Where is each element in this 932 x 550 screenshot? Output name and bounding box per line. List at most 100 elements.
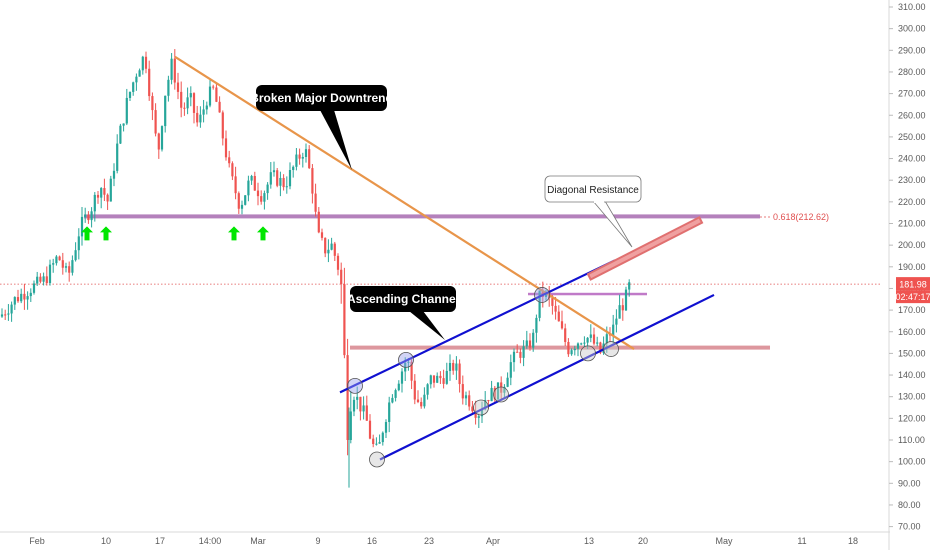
candle-body [340, 269, 343, 285]
candle-body [148, 68, 151, 97]
candle-body [352, 399, 356, 412]
candle-body [221, 112, 224, 139]
candle-body [154, 110, 157, 134]
y-tick-label: 160.00 [898, 327, 926, 337]
candle-body [324, 237, 327, 254]
candle-body [599, 342, 602, 353]
candle-body [397, 383, 400, 391]
y-tick-label: 120.00 [898, 413, 926, 423]
x-tick-label: 14:00 [199, 536, 222, 546]
candle-body [240, 204, 244, 209]
candle-body [394, 390, 397, 398]
candle-body [567, 341, 570, 355]
candle-body [180, 91, 183, 108]
candle-body [589, 334, 592, 338]
candle-body [509, 362, 512, 378]
candle-body [480, 409, 484, 417]
candle-body [541, 290, 544, 297]
candle-body [423, 394, 426, 407]
candle-body [525, 340, 528, 347]
candle-body [52, 263, 55, 265]
candle-body [493, 387, 496, 400]
x-tick-label: 23 [424, 536, 434, 546]
candle-body [64, 266, 68, 268]
candle-body [272, 170, 276, 173]
candle-body [77, 236, 80, 251]
candle-body [48, 264, 52, 284]
current-price-tag: 181.98 02:47:17 [895, 277, 931, 304]
candle-body [208, 86, 212, 106]
callout-pointer [592, 200, 633, 248]
y-tick-label: 240.00 [898, 154, 926, 164]
candle-body [384, 422, 388, 433]
candle-body [135, 76, 138, 83]
candle-body [199, 114, 202, 123]
downtrend-callout: Broken Major Downtrend [250, 85, 393, 170]
candle-body [532, 332, 535, 348]
candle-body [228, 157, 231, 164]
candle-body [295, 154, 298, 167]
up-arrow-icon [228, 226, 240, 241]
y-tick-label: 150.00 [898, 348, 926, 358]
candle-body [263, 193, 266, 202]
candle-body [183, 107, 186, 109]
candle-body [471, 406, 474, 412]
candle-body [436, 375, 439, 383]
y-tick-label: 130.00 [898, 392, 926, 402]
fib-support-band [84, 214, 760, 219]
candle-body [196, 112, 199, 123]
candle-body [359, 396, 362, 412]
x-tick-label: 10 [101, 536, 111, 546]
candle-body [455, 363, 458, 371]
candle-body [557, 311, 560, 322]
channel-lower-line [379, 293, 715, 461]
candle-body [311, 168, 314, 194]
candle-body [327, 249, 330, 254]
candle-body [189, 93, 192, 98]
candles [0, 49, 631, 488]
candle-body [20, 293, 23, 302]
candle-body [372, 438, 375, 445]
candle-body [362, 405, 365, 412]
candle-body [4, 314, 7, 316]
candle-body [253, 175, 256, 191]
candle-body [400, 371, 404, 384]
candle-body [490, 387, 493, 402]
callouts: Broken Major Downtrend Ascending Channel D… [250, 85, 642, 340]
candle-body [477, 416, 480, 418]
candle-body [468, 395, 471, 407]
candle-body [320, 232, 324, 238]
candle-body [564, 328, 567, 342]
candle-body [586, 337, 589, 343]
candle-body [282, 177, 285, 188]
candle-body [13, 297, 16, 305]
candle-body [212, 86, 215, 88]
candle-body [58, 256, 61, 261]
x-tick-label: Feb [29, 536, 45, 546]
candle-body [416, 399, 420, 402]
candle-body [346, 355, 349, 440]
candle-body [205, 105, 208, 110]
candle-body [461, 384, 464, 399]
countdown-tag-text: 02:47:17 [895, 292, 930, 302]
candle-body [279, 177, 282, 186]
candle-body [420, 401, 423, 407]
candle-body [215, 87, 218, 102]
y-tick-label: 140.00 [898, 370, 926, 380]
resistance-band-178 [528, 292, 647, 296]
candle-body [141, 56, 144, 71]
x-tick-label: 17 [155, 536, 165, 546]
candle-body [615, 318, 618, 325]
markers [81, 226, 619, 468]
candle-body [39, 276, 42, 282]
candle-body [314, 193, 317, 212]
touch-point-marker [603, 341, 619, 357]
candle-body [218, 101, 221, 113]
candle-body [106, 194, 109, 202]
candle-body [231, 163, 234, 177]
touch-point-marker [580, 345, 596, 362]
candle-body [269, 172, 272, 185]
candle-body [448, 362, 452, 371]
candle-body [237, 193, 240, 209]
